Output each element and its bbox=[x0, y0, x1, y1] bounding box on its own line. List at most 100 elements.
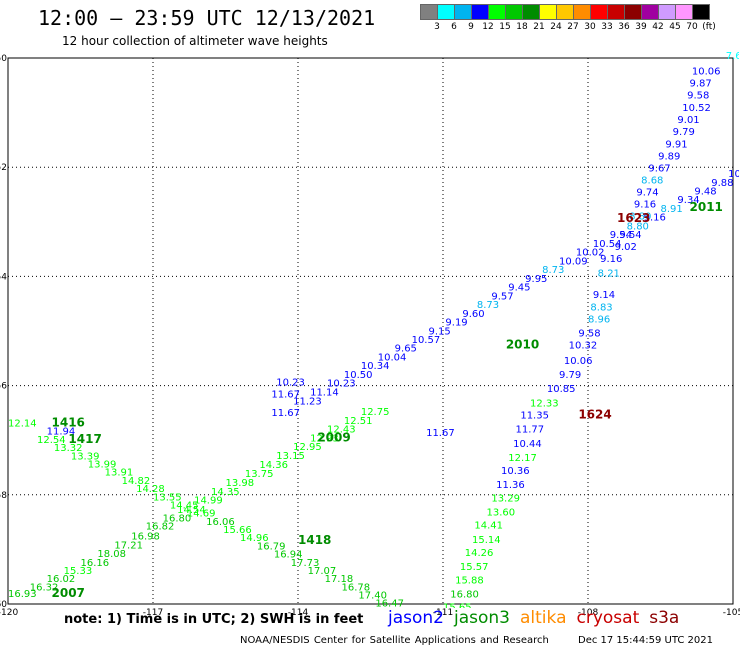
satellite-legend-jason2: jason2 bbox=[388, 608, 444, 628]
wave-height-value: 11.35 bbox=[520, 410, 549, 421]
track-time-label: 2009 bbox=[317, 430, 350, 444]
wave-height-value: 11.36 bbox=[496, 480, 525, 491]
wave-height-value: 9.19 bbox=[445, 318, 467, 329]
wave-height-value: 12.54 bbox=[37, 435, 66, 446]
wave-height-value: 9.74 bbox=[636, 188, 658, 199]
wave-height-value: 9.67 bbox=[648, 164, 670, 175]
color-swatch bbox=[624, 4, 642, 20]
wave-height-value: 17.40 bbox=[358, 591, 387, 602]
wave-height-value: 10.34 bbox=[361, 361, 390, 372]
wave-height-value: 8.80 bbox=[627, 221, 649, 232]
color-scale-tick: 12 bbox=[482, 22, 494, 32]
wave-height-value: 18.40 bbox=[392, 607, 421, 618]
wave-height-value: 10.44 bbox=[513, 439, 542, 450]
y-tick-label: -54 bbox=[0, 272, 7, 282]
wave-height-value: 9.54 bbox=[619, 230, 641, 241]
wave-height-value: 8.68 bbox=[641, 176, 663, 187]
wave-height-value: 16.98 bbox=[131, 532, 160, 543]
wave-height-value: 15.65 bbox=[443, 603, 472, 614]
track-time-label: 1623 bbox=[617, 211, 650, 225]
wave-height-value: 11.77 bbox=[516, 425, 545, 436]
x-tick-label: -114 bbox=[288, 608, 309, 618]
color-swatch bbox=[539, 4, 557, 20]
x-tick-label: -111 bbox=[433, 608, 453, 618]
wave-height-value: 17.73 bbox=[291, 558, 320, 569]
wave-height-value: 10.32 bbox=[569, 340, 598, 351]
wave-height-value: 16.80 bbox=[163, 514, 192, 525]
wave-height-value: 7.63 bbox=[726, 51, 740, 62]
wave-height-value: 13.29 bbox=[491, 493, 520, 504]
footer-credit: NOAA/NESDIS Center for Satellite Applica… bbox=[240, 635, 549, 646]
wave-height-value: 14.82 bbox=[122, 476, 151, 487]
color-scale-tick: 45 bbox=[669, 22, 681, 32]
wave-height-value: 16.80 bbox=[450, 589, 479, 600]
wave-height-value: 8.73 bbox=[477, 300, 499, 311]
wave-height-value: 9.95 bbox=[525, 274, 547, 285]
wave-height-value: 8.73 bbox=[542, 265, 564, 276]
wave-height-value: 13.75 bbox=[245, 469, 274, 480]
wave-height-value: 14.35 bbox=[211, 487, 240, 498]
wave-height-value: 9.54 bbox=[610, 230, 632, 241]
wave-height-value: 11.67 bbox=[426, 428, 455, 439]
wave-height-value: 14.69 bbox=[187, 509, 216, 520]
track-time-label: 2010 bbox=[506, 337, 539, 351]
color-scale-tick: 27 bbox=[567, 22, 579, 32]
color-scale-tick: 21 bbox=[533, 22, 545, 32]
wave-height-value: 9.91 bbox=[665, 140, 687, 151]
wave-height-value: 12.43 bbox=[327, 425, 356, 436]
track-time-label: 2007 bbox=[52, 586, 85, 600]
wave-height-value: 9.58 bbox=[687, 90, 709, 101]
wave-height-value: 14.41 bbox=[474, 521, 503, 532]
wave-height-value: 14.36 bbox=[259, 460, 288, 471]
wave-height-value: 9.15 bbox=[429, 326, 451, 337]
units-note: note: 1) Time is in UTC; 2) SWH is in fe… bbox=[64, 612, 364, 627]
color-swatch bbox=[488, 4, 506, 20]
color-scale-tick: 15 bbox=[499, 22, 511, 32]
wave-height-value: 13.32 bbox=[54, 443, 83, 454]
color-scale-tick: 9 bbox=[468, 22, 474, 32]
color-swatch bbox=[607, 4, 625, 20]
wave-height-value: 9.79 bbox=[559, 370, 581, 381]
wave-height-value: 10.02 bbox=[576, 248, 605, 259]
satellite-legend-altika: altika bbox=[520, 608, 567, 628]
color-scale-tick: (ft) bbox=[702, 22, 716, 32]
color-swatch bbox=[420, 4, 438, 20]
chart-title: 12:00 – 23:59 UTC 12/13/2021 bbox=[38, 6, 376, 30]
wave-height-value: 17.21 bbox=[114, 540, 143, 551]
wave-height-value: 16.02 bbox=[47, 574, 76, 585]
wave-height-value: 10.54 bbox=[593, 239, 622, 250]
y-tick-label: -50 bbox=[0, 54, 7, 64]
wave-height-value: 12.14 bbox=[8, 419, 37, 430]
wave-height-value: 10.06 bbox=[692, 66, 721, 77]
satellite-legend-cryosat: cryosat bbox=[576, 608, 640, 628]
wave-height-value: 9.58 bbox=[578, 328, 600, 339]
wave-height-value: 13.98 bbox=[226, 478, 255, 489]
wave-height-value: 11.67 bbox=[271, 390, 300, 401]
wave-height-value: 9.02 bbox=[615, 242, 637, 253]
footer-timestamp: Dec 17 15:44:59 UTC 2021 bbox=[578, 635, 713, 646]
wave-height-value: 16.16 bbox=[81, 558, 110, 569]
satellite-legend-s3a: s3a bbox=[649, 608, 680, 628]
wave-height-value: 11.67 bbox=[271, 408, 300, 419]
wave-height-value: 9.57 bbox=[491, 291, 513, 302]
wave-height-value: 17.18 bbox=[325, 574, 354, 585]
x-tick-label: -105 bbox=[723, 608, 740, 618]
y-tick-label: -60 bbox=[0, 600, 7, 610]
wave-height-value: 13.15 bbox=[276, 451, 305, 462]
wave-height-value: 15.88 bbox=[455, 575, 484, 586]
wave-height-value: 13.55 bbox=[153, 492, 182, 503]
wave-height-value: 16.94 bbox=[274, 550, 303, 561]
wave-height-value: 9.14 bbox=[593, 290, 615, 301]
wave-height-value: 12.93 bbox=[310, 433, 339, 444]
color-scale-tick: 24 bbox=[550, 22, 562, 32]
y-tick-label: -52 bbox=[0, 163, 7, 173]
track-time-label: 1418 bbox=[298, 533, 331, 547]
wave-height-value: 15.57 bbox=[460, 562, 489, 573]
color-scale-tick: 3 bbox=[434, 22, 440, 32]
wave-height-value: 16.79 bbox=[257, 541, 286, 552]
y-tick-label: -58 bbox=[0, 491, 7, 501]
wave-height-value: 15.66 bbox=[223, 525, 252, 536]
wave-height-value: 11.23 bbox=[293, 397, 322, 408]
wave-height-value: 14.54 bbox=[177, 505, 206, 516]
color-swatch bbox=[471, 4, 489, 20]
